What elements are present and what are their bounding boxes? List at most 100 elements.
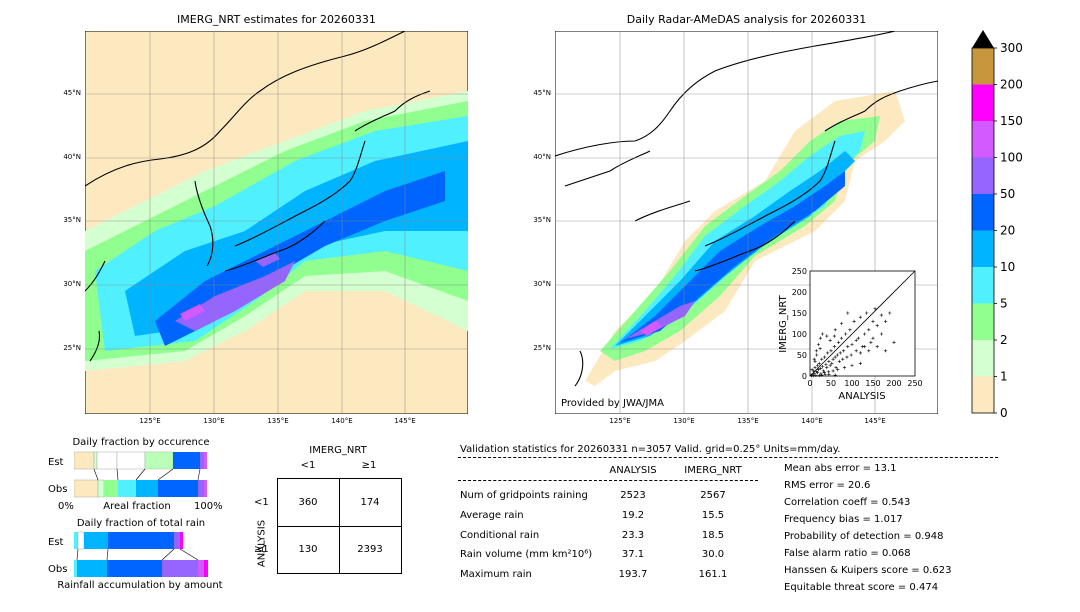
scatter-point [814, 349, 818, 353]
scatter-x-tick-label: 100 [844, 379, 859, 388]
scatter-point [839, 321, 844, 326]
scatter-y-tick-label: 50 [797, 351, 807, 360]
colorbar-tick-label: 200 [1000, 78, 1023, 92]
left-map [85, 31, 468, 414]
scatter-point [871, 336, 875, 340]
scatter-point [818, 366, 823, 371]
left-lon-125: 125°E [139, 417, 161, 425]
score-frequency-bias: Frequency bias = 1.017 [784, 514, 903, 525]
scatter-point [815, 371, 820, 375]
stat-row-analysis: 23.3 [621, 530, 645, 541]
stat-row-label: Num of gridpoints raining [460, 490, 588, 501]
score-mae: Mean abs error = 13.1 [784, 463, 897, 474]
scatter-point [867, 328, 871, 332]
left-lat-25: 25°N [63, 344, 81, 352]
scatter-x-tick-label: 0 [807, 379, 812, 388]
rainfall-bars [74, 531, 208, 577]
scatter-point [852, 319, 856, 323]
scatter-point [854, 338, 858, 342]
contingency-row-ge: ≥1 [254, 544, 269, 555]
scatter-point [849, 353, 853, 357]
scatter-x-tick-label: 50 [826, 379, 836, 388]
scatter-point [831, 357, 835, 361]
colorbar-band [972, 340, 994, 377]
scatter-point [856, 336, 860, 340]
left-lat-45: 45°N [63, 89, 81, 97]
scatter-point [809, 373, 813, 378]
scatter-one-to-one-line [809, 270, 916, 377]
right-map-title: Daily Radar-AMeDAS analysis for 20260331 [626, 13, 867, 26]
scatter-point [832, 334, 836, 338]
scatter-point [821, 332, 825, 336]
validation-subdivider [458, 480, 758, 481]
scatter-point [884, 319, 888, 323]
occurrence-est-label: Est [48, 457, 64, 468]
left-lat-30: 30°N [63, 280, 81, 288]
left-lat-40: 40°N [63, 153, 81, 161]
colorbar-band [972, 121, 994, 158]
scatter-y-ticks: 0 50 100 150 200 250 [792, 267, 807, 381]
scatter-point [846, 345, 850, 349]
score-far: False alarm ratio = 0.068 [784, 548, 911, 559]
scatter-point [832, 345, 836, 349]
colorbar-tick-label: 300 [1000, 41, 1023, 55]
right-lon-140: 140°E [801, 417, 823, 425]
validation-col-analysis: ANALYSIS [609, 465, 657, 476]
scatter-y-tick-label: 100 [792, 330, 807, 339]
scatter-point [810, 368, 814, 372]
scatter-point [858, 315, 862, 319]
scatter-point [822, 371, 826, 375]
scatter-point [818, 336, 823, 340]
scatter-point [812, 357, 816, 361]
left-lon-130: 130°E [203, 417, 225, 425]
rainfall-obs-label: Obs [48, 564, 68, 575]
score-hk: Hanssen & Kuipers score = 0.623 [784, 565, 952, 576]
scatter-xlabel: ANALYSIS [838, 391, 885, 402]
scatter-point [871, 319, 875, 323]
scatter-x-tick-label: 150 [865, 379, 880, 388]
scatter-point [873, 307, 877, 311]
stat-row-imerg: 2567 [700, 490, 726, 501]
scatter-point [825, 366, 829, 370]
score-rmse: RMS error = 20.6 [784, 480, 871, 491]
right-lon-135: 135°E [737, 417, 759, 425]
colorbar-band [972, 157, 994, 194]
scatter-point [875, 345, 879, 349]
scatter-point [815, 353, 819, 357]
scatter-point [827, 372, 831, 376]
scatter-point [826, 370, 831, 374]
scatter-point [892, 340, 896, 344]
colorbar-tick-label: 20 [1000, 224, 1015, 238]
colorbar-band [972, 48, 994, 85]
scatter-point [845, 355, 849, 359]
scatter-point [863, 345, 867, 349]
scatter-point [846, 311, 850, 315]
colorbar-tick-label: 2 [1000, 333, 1008, 347]
scatter-point [884, 349, 888, 353]
right-lat-25: 25°N [533, 344, 551, 352]
colorbar-tick-label: 150 [1000, 114, 1023, 128]
scatter-point [839, 336, 844, 340]
colorbar-band [972, 376, 994, 413]
left-lon-140: 140°E [331, 417, 353, 425]
scatter-point [823, 373, 827, 377]
right-lat-45: 45°N [533, 89, 551, 97]
scatter-point [831, 369, 835, 373]
scatter-point [828, 338, 832, 342]
colorbar-tick-label: 100 [1000, 151, 1023, 165]
scatter-point [817, 361, 821, 365]
colorbar-tick-label: 5 [1000, 297, 1008, 311]
scatter-point [820, 373, 824, 377]
occurrence-est-bar [74, 451, 207, 470]
scatter-point [829, 349, 833, 353]
scatter-point [824, 362, 828, 366]
scatter-point [879, 332, 883, 336]
stat-row-analysis: 193.7 [618, 569, 648, 580]
colorbar-band [972, 84, 994, 121]
occurrence-title: Daily fraction by occurence [72, 437, 210, 448]
scatter-point [867, 349, 871, 353]
right-lat-30: 30°N [533, 280, 551, 288]
contingency-cell-d: 2393 [357, 544, 383, 555]
scatter-point [848, 328, 852, 332]
